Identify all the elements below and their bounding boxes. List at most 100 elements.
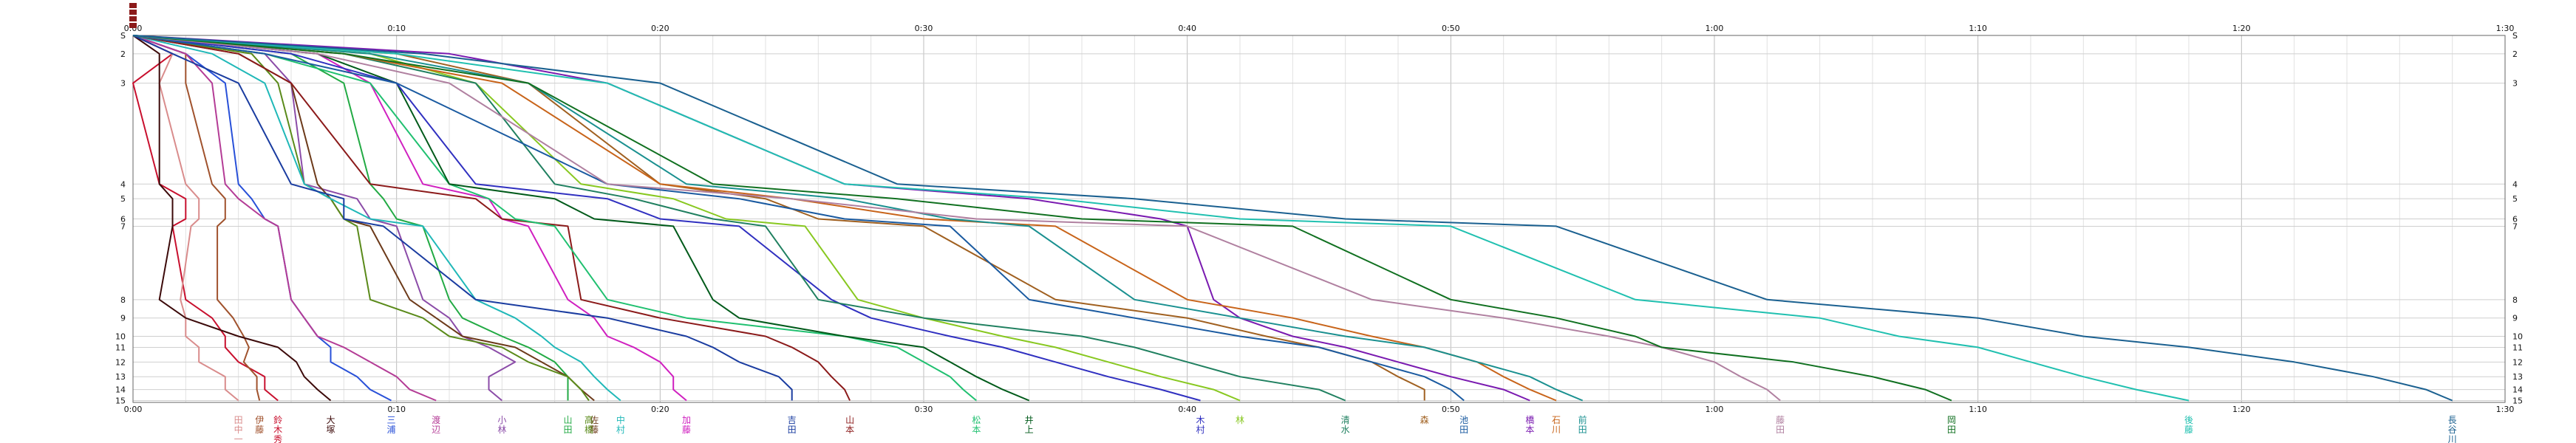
series-name-label: 辺 bbox=[432, 425, 440, 435]
series-name-label: 田 bbox=[1947, 425, 1956, 435]
series-name-label: 木 bbox=[273, 425, 282, 435]
series-line bbox=[132, 35, 1346, 402]
series-lines bbox=[132, 35, 2453, 402]
axes: 0:00 0:00 0:10 0:10 0:20 0:20 0:30 0:30 0:40 0:40… bbox=[115, 24, 2523, 414]
checkpoint-label-right: 14 bbox=[2512, 385, 2523, 395]
series-name-label: 秀 bbox=[273, 434, 282, 443]
series-name-label: 本 bbox=[972, 425, 981, 435]
checkpoint-label-right: 8 bbox=[2512, 295, 2518, 305]
x-tick-label-bottom: 1:30 bbox=[2496, 405, 2515, 414]
series-name-label: 塚 bbox=[326, 425, 335, 435]
series-name-label: 井 bbox=[1025, 415, 1034, 425]
series-name-label: 谷 bbox=[2448, 425, 2457, 435]
series-name-label: 村 bbox=[616, 425, 625, 435]
series-line bbox=[132, 35, 1425, 401]
series-line bbox=[132, 35, 437, 402]
series-name-label: 吉 bbox=[788, 415, 797, 425]
series-line bbox=[132, 35, 687, 402]
x-tick-label-bottom: 0:40 bbox=[1178, 405, 1196, 414]
x-tick-label-top: 0:00 bbox=[124, 24, 143, 33]
x-tick-label-top: 0:30 bbox=[915, 24, 933, 33]
checkpoint-label-left: 8 bbox=[120, 295, 126, 305]
series-name-label: 長 bbox=[2448, 415, 2457, 425]
series-line bbox=[132, 35, 1584, 402]
checkpoint-label-left: 14 bbox=[115, 385, 126, 395]
checkpoint-label-right: 4 bbox=[2512, 179, 2518, 189]
series-line bbox=[132, 35, 239, 402]
series-name-label: 岡 bbox=[1947, 415, 1956, 425]
series-line bbox=[132, 35, 1781, 402]
checkpoint-label-left: 15 bbox=[115, 396, 126, 406]
series-line bbox=[132, 35, 1241, 402]
x-tick-label-bottom: 0:10 bbox=[387, 405, 406, 414]
series-name-label: 三 bbox=[387, 415, 396, 425]
series-line bbox=[132, 35, 1952, 402]
start-marker-block bbox=[129, 16, 137, 21]
series-line bbox=[132, 35, 590, 402]
series-name-label: 松 bbox=[972, 415, 981, 425]
checkpoint-label-left: 6 bbox=[120, 215, 126, 224]
checkpoint-label-left: 2 bbox=[120, 49, 126, 59]
series-line bbox=[132, 35, 595, 402]
x-tick-label-top: 0:10 bbox=[387, 24, 406, 33]
series-name-label: 石 bbox=[1552, 415, 1561, 425]
series-line bbox=[132, 35, 1201, 402]
series-name-label: 橋 bbox=[1525, 415, 1534, 425]
checkpoint-label-right: 13 bbox=[2512, 372, 2523, 382]
series-name-label: 本 bbox=[1525, 425, 1534, 435]
plot-frame bbox=[132, 35, 2506, 403]
series-line bbox=[132, 35, 621, 402]
checkpoint-label-left: 11 bbox=[115, 343, 126, 352]
series-name-label: 藤 bbox=[255, 425, 264, 435]
series-name-label: 水 bbox=[1341, 425, 1350, 435]
series-name-label: 伊 bbox=[255, 415, 264, 425]
x-tick-label-top: 0:40 bbox=[1178, 24, 1196, 33]
series-name-label: 後 bbox=[2184, 415, 2193, 425]
series-line bbox=[132, 35, 332, 402]
series-name-label: 藤 bbox=[2184, 425, 2193, 435]
x-tick-label-top: 1:00 bbox=[1706, 24, 1724, 33]
x-tick-label-top: 1:20 bbox=[2232, 24, 2251, 33]
checkpoint-label-right: 2 bbox=[2512, 49, 2518, 59]
checkpoint-label-right: 5 bbox=[2512, 194, 2518, 204]
checkpoint-label-right: 9 bbox=[2512, 314, 2518, 323]
checkpoint-label-right: 11 bbox=[2512, 343, 2523, 352]
checkpoint-label-left: 3 bbox=[120, 79, 126, 89]
series-name-label: 田 bbox=[1459, 425, 1468, 435]
series-name-label: 林 bbox=[497, 425, 506, 435]
series-name-label: 藤 bbox=[1776, 415, 1785, 425]
series-name-label: 佐 bbox=[590, 415, 599, 425]
series-name-label: 橋 bbox=[585, 425, 593, 435]
series-name-label: 田 bbox=[1578, 425, 1587, 435]
series-name-label: 一 bbox=[234, 434, 243, 443]
x-tick-label-bottom: 0:00 bbox=[124, 405, 143, 414]
x-tick-label-bottom: 1:00 bbox=[1706, 405, 1724, 414]
series-line bbox=[132, 35, 977, 402]
series-line bbox=[132, 35, 392, 402]
x-tick-label-bottom: 0:20 bbox=[651, 405, 669, 414]
series-name-label: 藤 bbox=[682, 425, 691, 435]
checkpoint-label-right: 3 bbox=[2512, 79, 2518, 89]
x-tick-label-top: 1:30 bbox=[2496, 24, 2515, 33]
checkpoint-label-left: S bbox=[120, 31, 126, 41]
series-name-label: 川 bbox=[2448, 434, 2457, 443]
series-name-label: 林 bbox=[1236, 415, 1244, 425]
series-name-label: 中 bbox=[616, 414, 625, 425]
start-marker-block bbox=[129, 23, 137, 28]
start-marker-block bbox=[129, 3, 137, 8]
checkpoint-label-left: 9 bbox=[120, 314, 126, 323]
x-tick-label-bottom: 1:20 bbox=[2232, 405, 2251, 414]
x-tick-label-top: 1:10 bbox=[1969, 24, 1987, 33]
series-line bbox=[132, 35, 1030, 402]
series-name-label: 大 bbox=[326, 415, 335, 425]
series-line bbox=[132, 35, 1557, 402]
series-line bbox=[132, 35, 569, 401]
checkpoint-label-left: 10 bbox=[115, 332, 126, 342]
checkpoint-label-left: 5 bbox=[120, 194, 126, 204]
series-name-label: 田 bbox=[1776, 425, 1785, 435]
series-line bbox=[132, 35, 793, 401]
series-name-label: 小 bbox=[497, 415, 506, 425]
checkpoint-label-right: 7 bbox=[2512, 222, 2518, 231]
